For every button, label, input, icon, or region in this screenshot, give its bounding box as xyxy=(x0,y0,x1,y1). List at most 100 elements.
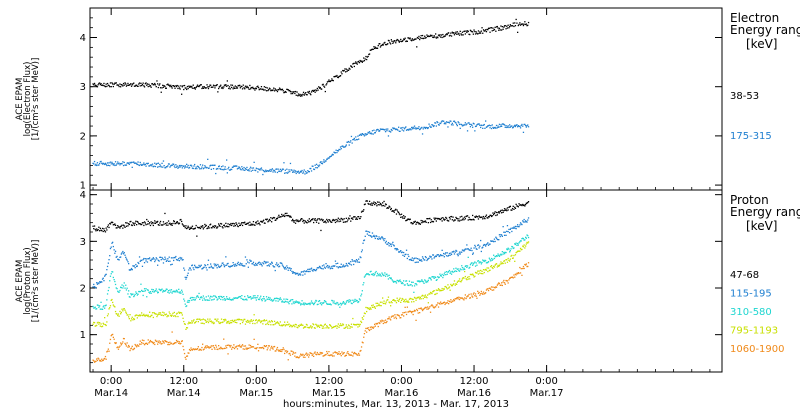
data-point xyxy=(444,122,446,124)
data-point xyxy=(144,163,146,165)
data-point xyxy=(284,266,286,268)
data-point xyxy=(311,326,313,328)
data-point xyxy=(164,167,166,169)
data-point xyxy=(429,255,431,257)
data-point xyxy=(120,163,122,165)
data-point xyxy=(313,168,315,170)
data-point xyxy=(342,301,345,303)
data-point xyxy=(372,327,374,329)
data-point xyxy=(310,327,313,329)
data-point xyxy=(139,315,141,317)
data-point xyxy=(419,223,421,225)
data-point xyxy=(101,230,103,232)
data-point xyxy=(305,94,308,96)
data-point xyxy=(289,215,292,217)
data-point xyxy=(449,120,451,122)
data-point xyxy=(443,256,445,258)
data-point xyxy=(491,124,493,126)
data-point xyxy=(340,71,342,73)
data-point xyxy=(403,280,405,282)
data-point xyxy=(171,164,173,166)
data-point xyxy=(185,305,187,308)
data-point xyxy=(337,76,339,79)
data-point xyxy=(188,321,190,323)
data-point xyxy=(233,223,236,225)
data-point xyxy=(440,289,443,292)
data-point xyxy=(384,203,387,205)
data-point xyxy=(378,130,380,132)
data-point xyxy=(115,287,117,289)
data-point xyxy=(464,297,466,299)
data-point xyxy=(121,342,123,345)
data-point xyxy=(111,161,113,163)
data-point xyxy=(458,251,461,253)
data-point xyxy=(468,216,470,219)
data-point xyxy=(522,237,524,239)
data-point xyxy=(342,69,344,72)
data-point xyxy=(268,298,271,301)
data-point xyxy=(220,318,223,320)
data-point xyxy=(435,255,437,258)
data-point xyxy=(200,225,202,227)
data-point xyxy=(286,350,289,352)
data-point xyxy=(331,299,333,302)
data-point xyxy=(427,281,429,283)
data-point xyxy=(413,39,415,41)
data-point xyxy=(418,258,420,260)
data-point xyxy=(95,308,97,310)
data-point xyxy=(199,168,201,170)
data-point xyxy=(474,295,476,297)
data-point xyxy=(208,167,210,169)
data-point xyxy=(228,322,231,325)
data-point xyxy=(300,219,302,221)
data-point xyxy=(294,273,297,275)
data-point xyxy=(464,275,466,278)
data-point xyxy=(450,301,453,303)
data-point xyxy=(511,276,513,278)
data-point xyxy=(247,266,249,268)
data-point xyxy=(157,291,159,293)
data-point xyxy=(320,302,322,304)
data-point xyxy=(432,290,435,292)
data-point xyxy=(100,301,102,303)
data-point xyxy=(171,331,173,333)
data-point xyxy=(97,282,99,284)
data-point xyxy=(97,304,99,306)
data-point xyxy=(260,295,262,297)
data-point xyxy=(308,270,310,273)
data-point xyxy=(153,291,155,293)
xtick-date-label: Mar.17 xyxy=(530,388,564,399)
data-point xyxy=(317,353,319,355)
data-point xyxy=(502,123,504,125)
data-point xyxy=(399,130,401,132)
data-point xyxy=(281,301,283,303)
data-point xyxy=(411,301,413,303)
data-point xyxy=(498,212,501,214)
data-point xyxy=(474,265,477,267)
data-point xyxy=(207,259,210,261)
data-point xyxy=(109,223,112,225)
data-point xyxy=(275,263,277,266)
data-point xyxy=(252,263,254,265)
data-point xyxy=(326,303,328,305)
data-point xyxy=(353,353,355,355)
data-point xyxy=(153,222,155,224)
data-point xyxy=(488,257,490,259)
data-point xyxy=(174,290,176,292)
data-point xyxy=(107,84,109,86)
data-point xyxy=(363,315,365,317)
data-point xyxy=(167,291,169,293)
data-point xyxy=(188,226,190,229)
data-point xyxy=(250,298,252,300)
data-point xyxy=(239,264,241,266)
data-point xyxy=(170,165,172,167)
data-point xyxy=(280,170,282,173)
data-point xyxy=(114,161,117,163)
data-point xyxy=(411,40,413,42)
data-point xyxy=(472,126,474,128)
data-point xyxy=(326,264,329,267)
data-point xyxy=(359,59,361,62)
data-point xyxy=(222,348,224,350)
data-point xyxy=(239,167,241,169)
data-point xyxy=(470,123,472,126)
